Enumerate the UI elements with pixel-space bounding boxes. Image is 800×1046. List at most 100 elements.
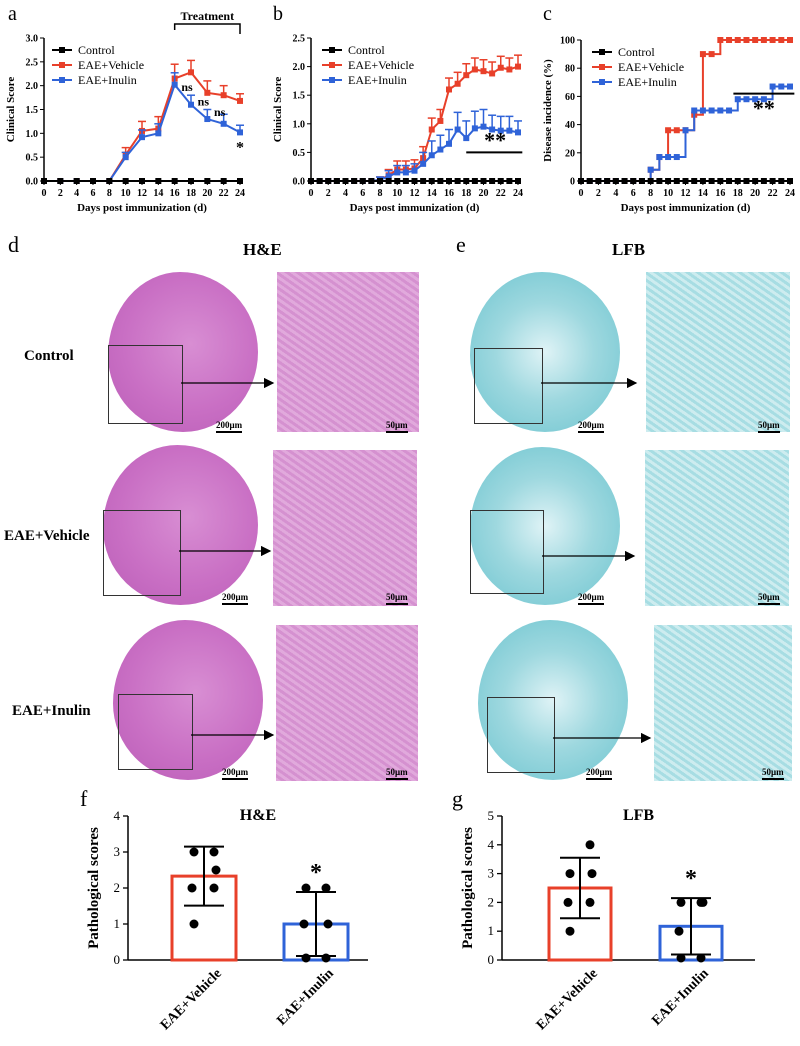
y-axis-label: Clinical Score <box>272 77 284 143</box>
data-point <box>760 96 767 103</box>
data-point <box>209 883 219 893</box>
data-point <box>497 127 504 134</box>
data-point <box>676 953 686 963</box>
data-point <box>595 178 602 184</box>
lfb-scale-large-eae-vehicle: 200μm <box>578 592 605 605</box>
data-point <box>428 152 435 159</box>
data-point <box>90 178 96 184</box>
data-point <box>411 178 418 184</box>
x-tick-label: 6 <box>360 188 365 199</box>
y-tick-label: 3 <box>488 866 495 881</box>
data-point <box>155 130 162 137</box>
data-point <box>665 178 672 184</box>
data-point <box>57 178 64 184</box>
x-tick-label: 0 <box>309 188 314 199</box>
data-point <box>463 135 470 142</box>
data-point <box>411 167 418 174</box>
he-scale-small-eae-vehicle: 50μm <box>386 592 408 605</box>
x-tick-label: 14 <box>427 188 437 199</box>
he-inset-box-eae-vehicle <box>103 510 181 596</box>
y-tick-label: 2.5 <box>293 34 306 45</box>
data-point <box>437 178 444 184</box>
x-tick-label: 22 <box>496 188 506 199</box>
legend-label: Control <box>78 43 115 57</box>
significance-star: * <box>310 860 322 886</box>
data-point <box>480 123 487 130</box>
x-tick-label: 24 <box>235 188 245 199</box>
data-point <box>760 37 767 43</box>
x-tick-label: 18 <box>733 188 743 199</box>
y-tick-label: 1.0 <box>26 129 39 140</box>
data-point <box>211 865 221 875</box>
data-point <box>428 178 435 184</box>
x-category-label: EAE+Vehicle <box>158 966 225 1033</box>
x-tick-label: 4 <box>343 188 348 199</box>
legend-label: EAE+Inulin <box>348 73 407 87</box>
x-tick-label: 22 <box>219 188 229 199</box>
y-tick-label: 1.5 <box>293 91 306 102</box>
data-point <box>673 127 680 134</box>
data-point <box>377 178 383 184</box>
data-point <box>778 37 785 43</box>
x-tick-label: 18 <box>186 188 196 199</box>
data-point <box>578 178 584 184</box>
data-point <box>717 37 724 43</box>
data-point <box>769 178 776 184</box>
data-point <box>604 178 611 184</box>
data-point <box>585 840 595 850</box>
data-point <box>638 178 645 184</box>
data-point <box>612 178 619 184</box>
data-point <box>708 107 715 114</box>
significance-star: * <box>236 139 244 156</box>
y-axis-label: Disease incidence (%) <box>542 59 554 162</box>
x-tick-label: 8 <box>107 188 112 199</box>
data-point <box>506 178 513 184</box>
chart-f: f H&E 0 1 2 3 4 Pathological scores EAE+Vehicle E… <box>80 786 368 1033</box>
data-point <box>342 178 349 184</box>
panel-letter-b: b <box>273 3 283 25</box>
x-axis-label: Days post immunization (d) <box>77 202 207 214</box>
y-tick-label: 1.5 <box>26 105 39 116</box>
data-point <box>299 919 309 929</box>
data-point <box>325 178 332 184</box>
row-label-eae-vehicle: EAE+Vehicle <box>4 528 90 544</box>
data-point <box>301 883 311 893</box>
treatment-bracket <box>173 23 241 34</box>
data-point <box>787 83 793 90</box>
chart-g: g LFB 0 1 2 3 4 5 Pathological scores EAE+Vehicle… <box>452 786 755 1033</box>
y-tick-label: 60 <box>565 92 575 103</box>
y-tick-label: 2 <box>114 880 121 895</box>
he-inset-box-eae-inulin <box>118 694 193 770</box>
data-point <box>708 178 715 184</box>
x-tick-label: 2 <box>58 188 63 199</box>
data-point <box>122 178 129 184</box>
x-tick-label: 16 <box>170 188 180 199</box>
panel-letter-a: a <box>8 3 17 25</box>
data-point <box>471 66 478 73</box>
data-point <box>351 178 358 184</box>
data-point <box>489 126 496 133</box>
data-point <box>220 178 227 184</box>
data-point <box>188 178 194 184</box>
y-tick-label: 4 <box>114 808 121 823</box>
data-point <box>717 178 724 184</box>
data-point <box>394 178 401 184</box>
y-tick-label: 3 <box>114 844 121 859</box>
data-point <box>463 178 470 184</box>
y-tick-label: 0 <box>114 952 121 967</box>
he-inset-box-control <box>108 345 183 424</box>
x-tick-label: 2 <box>596 188 601 199</box>
data-point <box>769 83 776 90</box>
lfb-inset-box-control <box>474 348 543 424</box>
data-point <box>586 178 593 184</box>
data-point <box>565 869 575 879</box>
data-point <box>171 178 178 184</box>
x-category-label: EAE+Inulin <box>274 966 337 1029</box>
data-point <box>321 883 331 893</box>
he-zoom-eae-inulin <box>276 625 418 781</box>
data-point <box>699 178 706 184</box>
data-point <box>769 37 776 43</box>
data-point <box>122 154 129 161</box>
data-point <box>699 51 706 58</box>
